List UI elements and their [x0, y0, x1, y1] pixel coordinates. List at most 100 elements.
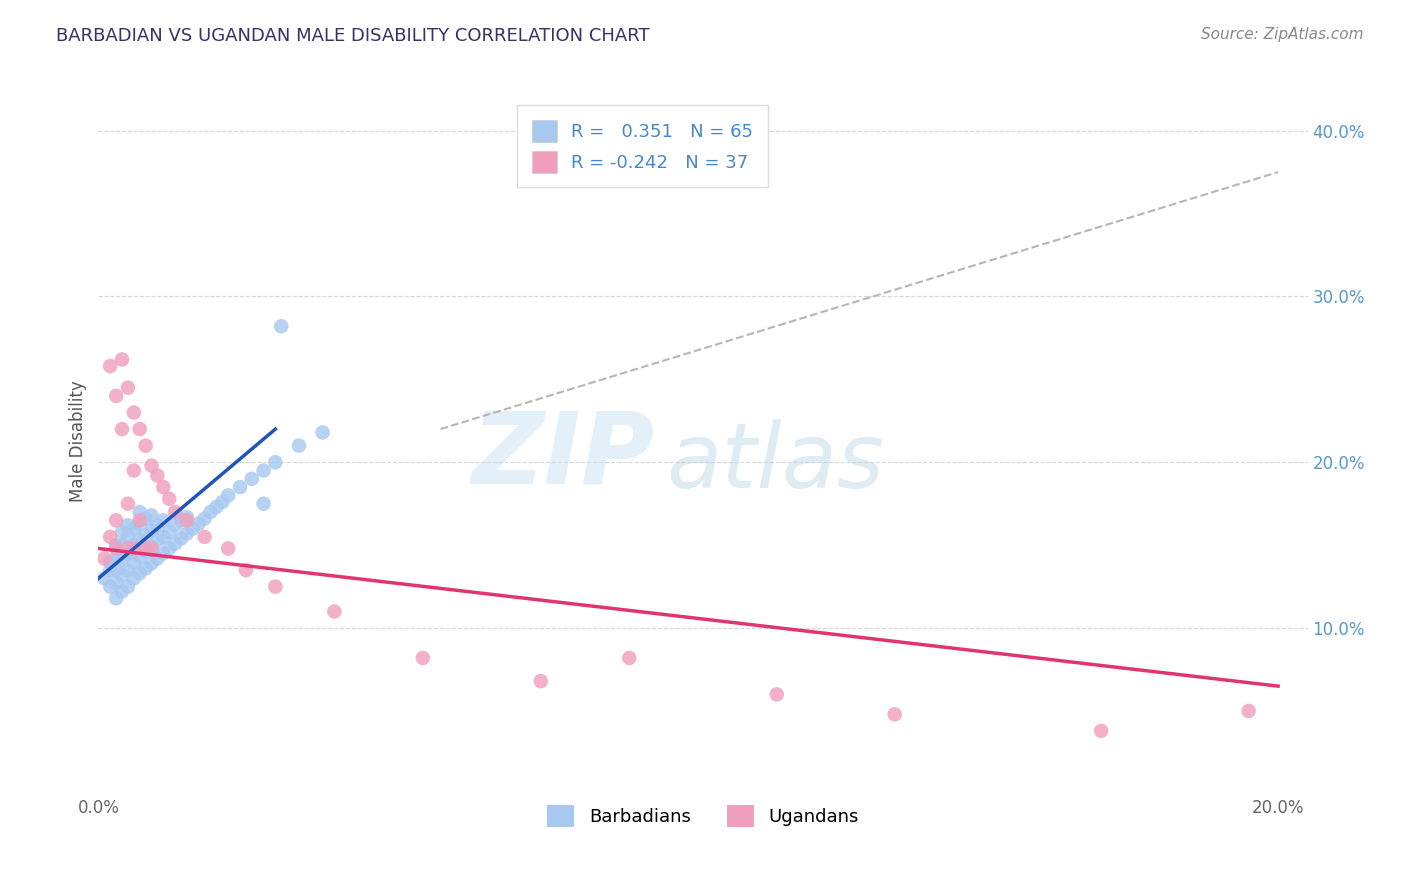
- Point: [146, 518, 169, 533]
- Point: [157, 524, 180, 539]
- Point: [157, 541, 180, 556]
- Point: [117, 518, 139, 533]
- Point: [530, 674, 553, 689]
- Point: [105, 576, 128, 591]
- Point: [141, 557, 163, 571]
- Point: [170, 513, 193, 527]
- Point: [205, 500, 228, 514]
- Text: ZIP: ZIP: [471, 407, 655, 504]
- Point: [135, 545, 157, 559]
- Point: [194, 511, 217, 525]
- Point: [117, 541, 139, 556]
- Point: [412, 651, 434, 665]
- Point: [288, 439, 311, 453]
- Point: [200, 505, 222, 519]
- Point: [93, 551, 115, 566]
- Point: [117, 546, 139, 560]
- Point: [111, 352, 134, 367]
- Point: [270, 319, 292, 334]
- Point: [122, 541, 145, 556]
- Point: [128, 422, 150, 436]
- Point: [105, 541, 128, 556]
- Point: [128, 516, 150, 531]
- Point: [141, 541, 163, 556]
- Point: [105, 389, 128, 403]
- Point: [152, 530, 174, 544]
- Point: [122, 538, 145, 552]
- Point: [98, 530, 121, 544]
- Point: [128, 533, 150, 548]
- Point: [152, 513, 174, 527]
- Point: [619, 651, 641, 665]
- Point: [165, 518, 187, 533]
- Point: [157, 491, 180, 506]
- Text: BARBADIAN VS UGANDAN MALE DISABILITY CORRELATION CHART: BARBADIAN VS UGANDAN MALE DISABILITY COR…: [56, 27, 650, 45]
- Point: [264, 580, 287, 594]
- Point: [194, 530, 217, 544]
- Point: [323, 605, 346, 619]
- Point: [135, 528, 157, 542]
- Point: [217, 488, 239, 502]
- Point: [117, 580, 139, 594]
- Point: [111, 568, 134, 582]
- Point: [187, 516, 209, 531]
- Point: [146, 551, 169, 566]
- Point: [93, 571, 115, 585]
- Text: atlas: atlas: [666, 418, 884, 507]
- Point: [264, 455, 287, 469]
- Legend: Barbadians, Ugandans: Barbadians, Ugandans: [540, 797, 866, 834]
- Point: [252, 464, 274, 478]
- Point: [111, 584, 134, 599]
- Point: [240, 472, 263, 486]
- Point: [111, 553, 134, 567]
- Point: [176, 510, 198, 524]
- Point: [117, 381, 139, 395]
- Point: [122, 555, 145, 569]
- Point: [122, 522, 145, 536]
- Point: [128, 505, 150, 519]
- Text: Source: ZipAtlas.com: Source: ZipAtlas.com: [1201, 27, 1364, 42]
- Point: [141, 508, 163, 523]
- Point: [122, 571, 145, 585]
- Y-axis label: Male Disability: Male Disability: [69, 381, 87, 502]
- Point: [146, 533, 169, 548]
- Point: [105, 591, 128, 606]
- Point: [165, 505, 187, 519]
- Point: [181, 522, 204, 536]
- Point: [229, 480, 252, 494]
- Point: [152, 546, 174, 560]
- Point: [98, 563, 121, 577]
- Point: [1237, 704, 1260, 718]
- Point: [98, 580, 121, 594]
- Point: [135, 511, 157, 525]
- Point: [135, 541, 157, 556]
- Point: [105, 563, 128, 577]
- Point: [105, 538, 128, 552]
- Point: [117, 563, 139, 577]
- Point: [883, 707, 905, 722]
- Point: [211, 495, 233, 509]
- Point: [117, 497, 139, 511]
- Point: [235, 563, 257, 577]
- Point: [135, 439, 157, 453]
- Point: [135, 561, 157, 575]
- Point: [176, 513, 198, 527]
- Point: [252, 497, 274, 511]
- Point: [128, 549, 150, 564]
- Point: [111, 538, 134, 552]
- Point: [141, 458, 163, 473]
- Point: [165, 536, 187, 550]
- Point: [146, 468, 169, 483]
- Point: [141, 523, 163, 537]
- Point: [141, 540, 163, 554]
- Point: [152, 480, 174, 494]
- Point: [170, 532, 193, 546]
- Point: [111, 524, 134, 539]
- Point: [217, 541, 239, 556]
- Point: [128, 566, 150, 581]
- Point: [105, 513, 128, 527]
- Point: [1090, 723, 1112, 738]
- Point: [176, 526, 198, 541]
- Point: [122, 405, 145, 419]
- Point: [128, 513, 150, 527]
